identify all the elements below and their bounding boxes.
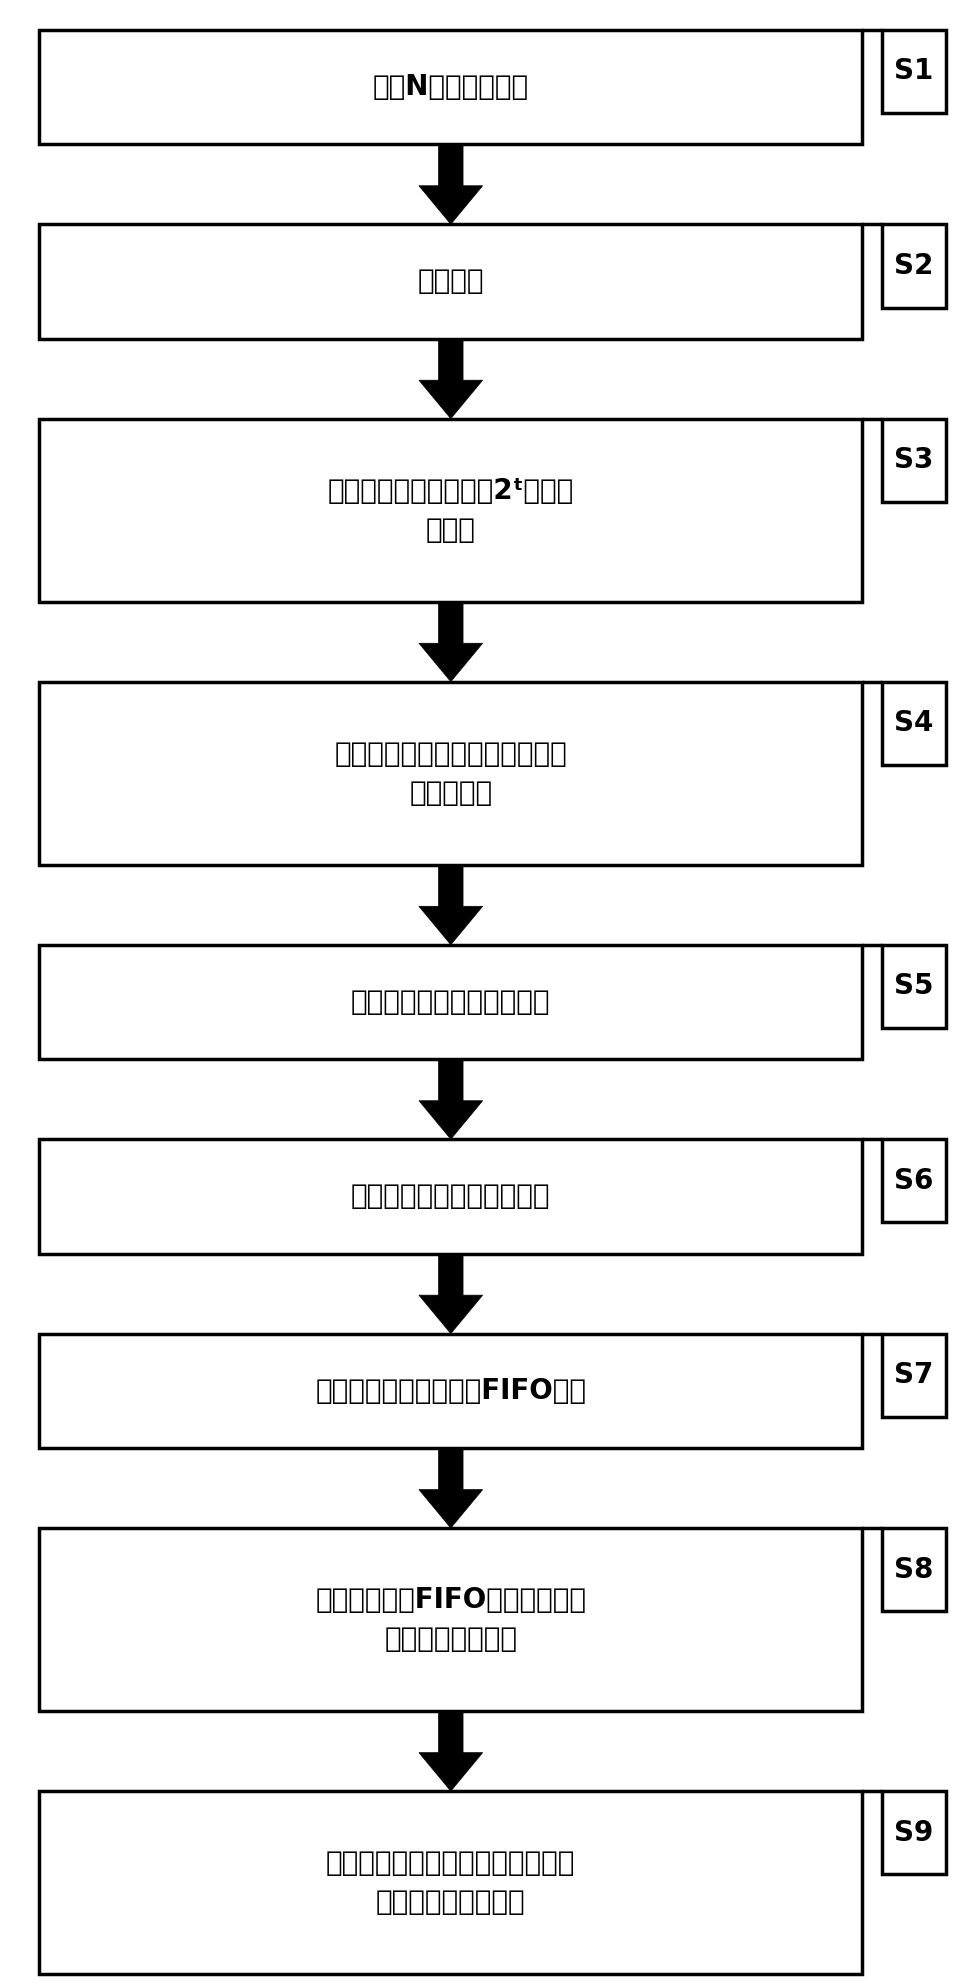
Bar bbox=[882, 944, 946, 1028]
Bar bbox=[39, 1139, 862, 1254]
Polygon shape bbox=[419, 339, 483, 419]
Polygon shape bbox=[419, 1448, 483, 1528]
Bar bbox=[39, 1333, 862, 1448]
Polygon shape bbox=[419, 145, 483, 224]
Polygon shape bbox=[419, 865, 483, 944]
Polygon shape bbox=[419, 1710, 483, 1792]
Bar bbox=[39, 1528, 862, 1710]
Text: S3: S3 bbox=[894, 446, 934, 474]
Polygon shape bbox=[419, 1254, 483, 1333]
Bar bbox=[882, 1528, 946, 1611]
Text: 获取N通道的数据流: 获取N通道的数据流 bbox=[372, 73, 529, 101]
Polygon shape bbox=[419, 601, 483, 682]
Polygon shape bbox=[419, 1059, 483, 1139]
Text: 读数据至存储数据恢复FIFO阵列: 读数据至存储数据恢复FIFO阵列 bbox=[316, 1377, 586, 1405]
Bar bbox=[39, 30, 862, 145]
Bar bbox=[882, 419, 946, 502]
Text: S7: S7 bbox=[894, 1361, 934, 1389]
Text: S2: S2 bbox=[894, 252, 934, 280]
Bar bbox=[882, 1333, 946, 1417]
Bar bbox=[39, 682, 862, 865]
Bar bbox=[882, 682, 946, 766]
Text: 数据位宽转换模块对接收数据进
行位宽转换: 数据位宽转换模块对接收数据进 行位宽转换 bbox=[334, 740, 567, 807]
Text: S8: S8 bbox=[894, 1555, 934, 1583]
Text: 存储数据恢复FIFO阵列对读入的
数据进行位宽转换: 存储数据恢复FIFO阵列对读入的 数据进行位宽转换 bbox=[316, 1585, 586, 1653]
Text: S1: S1 bbox=[894, 58, 934, 85]
Bar bbox=[39, 419, 862, 601]
Text: S9: S9 bbox=[894, 1819, 934, 1847]
Bar bbox=[39, 1792, 862, 1974]
Text: S5: S5 bbox=[894, 972, 934, 1000]
Text: 设置参数: 设置参数 bbox=[417, 268, 484, 296]
Text: 写数据至前端数据缓存模块: 写数据至前端数据缓存模块 bbox=[351, 988, 551, 1016]
Text: 写数据至大容量动态存储器: 写数据至大容量动态存储器 bbox=[351, 1182, 551, 1210]
Bar bbox=[882, 30, 946, 113]
Bar bbox=[39, 944, 862, 1059]
Text: S6: S6 bbox=[894, 1167, 934, 1194]
Bar bbox=[882, 1139, 946, 1222]
Text: 抽点模块与后端数据缓存对接收的
数据进行存储及显示: 抽点模块与后端数据缓存对接收的 数据进行存储及显示 bbox=[326, 1849, 575, 1917]
Text: 数据选择模块选取任意2ᵗ个通道
的数据: 数据选择模块选取任意2ᵗ个通道 的数据 bbox=[327, 476, 574, 544]
Bar bbox=[39, 224, 862, 339]
Bar bbox=[882, 224, 946, 308]
Bar bbox=[882, 1792, 946, 1875]
Text: S4: S4 bbox=[894, 710, 934, 738]
